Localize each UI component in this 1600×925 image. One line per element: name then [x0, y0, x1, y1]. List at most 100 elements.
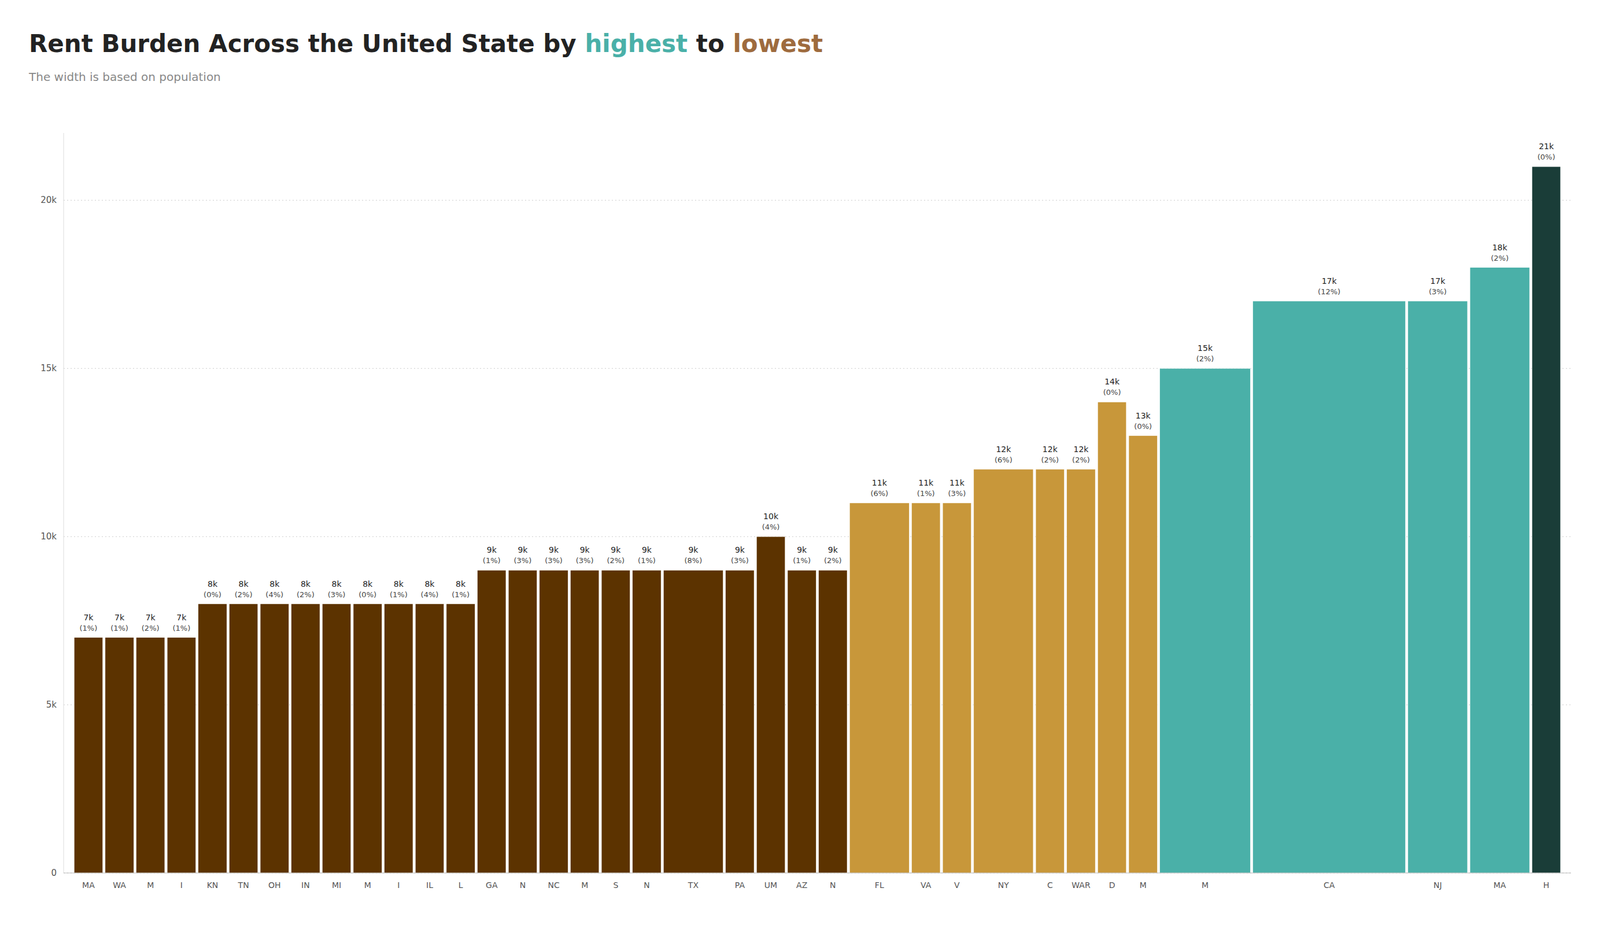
x-tick-label: M [364, 880, 372, 890]
bar [849, 503, 909, 874]
value-label: 12k [1042, 444, 1059, 454]
share-label: (2%) [141, 623, 160, 633]
bar [756, 536, 785, 874]
value-label: 11k [949, 478, 966, 488]
bar [1469, 267, 1530, 874]
share-label: (3%) [947, 489, 966, 498]
x-tick-label: TN [237, 880, 250, 890]
value-label: 8k [300, 579, 312, 589]
y-tick-label: 15k [40, 363, 57, 374]
x-tick-label: M [146, 880, 154, 890]
value-label: 9k [734, 545, 746, 555]
bar [322, 604, 351, 874]
share-label: (2%) [606, 556, 625, 565]
share-label: (4%) [265, 590, 284, 600]
share-label: (4%) [762, 522, 781, 532]
share-label: (2%) [296, 590, 315, 600]
share-label: (3%) [730, 556, 749, 565]
value-label: 10k [763, 511, 779, 521]
share-label: (1%) [482, 556, 501, 565]
share-label: (3%) [1428, 287, 1447, 297]
title-part: highest [584, 29, 688, 58]
x-tick-label: GA [485, 880, 498, 890]
bar [570, 570, 600, 874]
bar [1253, 301, 1406, 874]
share-label: (6%) [870, 489, 889, 498]
value-label: 9k [486, 545, 498, 555]
value-label: 8k [362, 579, 373, 589]
x-tick-label: I [397, 880, 400, 890]
share-label: (0%) [1103, 388, 1122, 397]
share-label: (2%) [1490, 253, 1509, 263]
share-label: (1%) [172, 623, 191, 633]
bar [508, 570, 537, 874]
share-label: (0%) [203, 590, 222, 600]
value-label: 8k [269, 579, 280, 589]
value-label: 21k [1538, 141, 1555, 151]
value-label: 8k [207, 579, 218, 589]
bar [818, 570, 848, 874]
chart: Rent Burden Across the United State by h… [0, 0, 1600, 925]
bar [384, 604, 413, 874]
bar [632, 570, 661, 874]
x-tick-label: I [180, 880, 183, 890]
value-label: 7k [114, 612, 125, 623]
x-tick-label: IL [426, 880, 434, 890]
x-tick-label: N [519, 880, 526, 890]
value-label: 9k [579, 545, 591, 555]
x-tick-label: MA [1493, 880, 1507, 890]
bar [167, 637, 196, 874]
bar [1066, 469, 1096, 874]
share-label: (6%) [994, 455, 1013, 465]
share-label: (3%) [327, 590, 346, 600]
x-tick-label: NC [547, 880, 560, 890]
value-label: 9k [828, 545, 839, 555]
value-label: 8k [393, 579, 405, 589]
x-tick-label: M [1139, 880, 1147, 890]
share-label: (0%) [1133, 422, 1152, 431]
bar [105, 637, 134, 874]
title-part: lowest [732, 29, 823, 58]
y-tick-label: 5k [46, 699, 58, 711]
bar [415, 604, 444, 874]
share-label: (12%) [1317, 287, 1341, 297]
bar [136, 637, 165, 874]
bar [74, 637, 103, 874]
x-tick-label: S [612, 880, 619, 890]
value-label: 12k [995, 444, 1012, 454]
value-label: 9k [796, 545, 808, 555]
bar [911, 503, 941, 874]
share-label: (3%) [575, 556, 594, 565]
x-tick-label: VA [920, 880, 932, 890]
value-label: 9k [641, 545, 653, 555]
x-tick-label: V [954, 880, 960, 890]
x-tick-label: AZ [796, 880, 808, 890]
x-tick-label: PA [734, 880, 746, 890]
value-label: 14k [1104, 377, 1121, 387]
value-label: 11k [918, 478, 934, 488]
subtitle: The width is based on population [28, 69, 221, 84]
x-tick-label: C [1047, 880, 1053, 890]
x-tick-label: D [1109, 880, 1116, 890]
x-tick-label: UM [764, 880, 778, 890]
value-label: 9k [688, 545, 699, 555]
bar [1531, 166, 1561, 874]
x-tick-label: NJ [1433, 880, 1443, 890]
x-tick-label: TX [687, 880, 700, 890]
value-label: 9k [548, 545, 560, 555]
value-label: 11k [871, 478, 888, 488]
share-label: (2%) [1196, 354, 1215, 364]
x-tick-label: CA [1323, 880, 1336, 890]
share-label: (1%) [637, 556, 656, 565]
value-label: 9k [610, 545, 622, 555]
bar [539, 570, 568, 874]
title-part: Rent Burden Across the United State by [28, 29, 585, 58]
x-tick-label: MI [331, 880, 342, 890]
x-tick-label: L [458, 880, 464, 890]
y-tick-label: 0 [50, 867, 57, 879]
y-tick-label: 20k [40, 194, 57, 206]
share-label: (3%) [514, 556, 532, 565]
bar [1159, 368, 1251, 874]
share-label: (2%) [234, 590, 253, 600]
bar [942, 503, 971, 874]
